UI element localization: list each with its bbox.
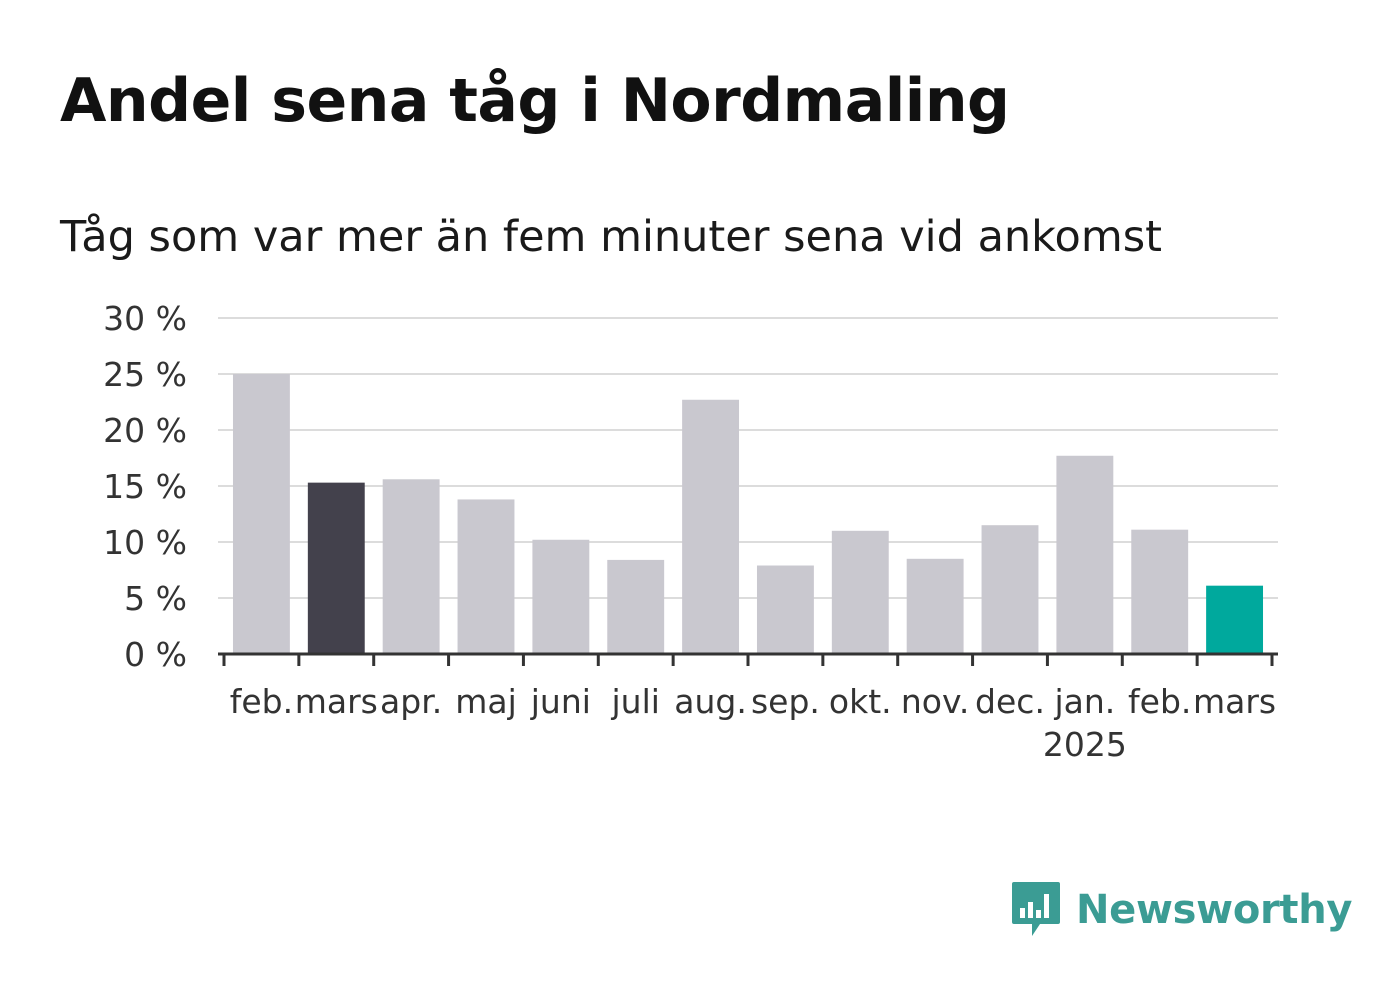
y-axis-ticks: 0 % 5 % 10 % 15 % 20 % 25 % 30 % xyxy=(103,299,187,674)
y-tick-label: 10 % xyxy=(103,523,187,562)
y-tick-label: 0 % xyxy=(124,635,187,674)
bar-2 xyxy=(382,479,440,654)
gridlines xyxy=(218,317,1278,599)
bar-11 xyxy=(1056,455,1114,654)
x-tick-label: feb. xyxy=(230,682,293,721)
bar-0 xyxy=(232,374,290,654)
bar-5 xyxy=(607,559,665,654)
bar-7 xyxy=(756,565,814,654)
x-tick-label: mars xyxy=(1193,682,1276,721)
x-tick-label: feb. xyxy=(1128,682,1191,721)
bar-3 xyxy=(457,499,515,654)
y-tick-label: 15 % xyxy=(103,467,187,506)
y-tick-label: 5 % xyxy=(124,579,187,618)
bar-8 xyxy=(831,530,889,654)
x-axis-labels: feb. mars apr. maj juni juli aug. sep. okt. nov. d… xyxy=(230,682,1276,764)
x-tick-label: maj xyxy=(455,682,517,721)
x-tick-label: mars xyxy=(295,682,378,721)
x-tick-label: juli xyxy=(611,682,660,721)
bar-9 xyxy=(906,558,964,654)
x-tick-label: apr. xyxy=(380,682,442,721)
bar-4 xyxy=(532,539,590,654)
x-tick-label: juni xyxy=(530,682,591,721)
y-tick-label: 30 % xyxy=(103,299,187,338)
chart-subtitle: Tåg som var mer än fem minuter sena vid … xyxy=(60,212,1163,262)
x-tick-label: okt. xyxy=(829,682,892,721)
chart-title: Andel sena tåg i Nordmaling xyxy=(60,66,1010,136)
y-tick-label: 20 % xyxy=(103,411,187,450)
bar-13 xyxy=(1206,585,1264,654)
x-tick-label: aug. xyxy=(674,682,747,721)
newsworthy-logo-icon xyxy=(1012,882,1060,936)
y-tick-label: 25 % xyxy=(103,355,187,394)
x-tick-label: nov. xyxy=(901,682,970,721)
brand-name: Newsworthy xyxy=(1076,887,1353,933)
x-tick-label: jan. xyxy=(1053,682,1115,721)
bar-6 xyxy=(682,399,740,654)
bar-10 xyxy=(981,525,1039,654)
x-axis xyxy=(218,652,1278,666)
x-tick-label: dec. xyxy=(975,682,1045,721)
brand-logo: Newsworthy xyxy=(1010,878,1353,942)
x-tick-label: sep. xyxy=(751,682,820,721)
bars xyxy=(232,374,1264,654)
bar-12 xyxy=(1131,529,1189,654)
bar-1 xyxy=(307,482,365,654)
x-tick-sublabel: 2025 xyxy=(1043,725,1127,764)
